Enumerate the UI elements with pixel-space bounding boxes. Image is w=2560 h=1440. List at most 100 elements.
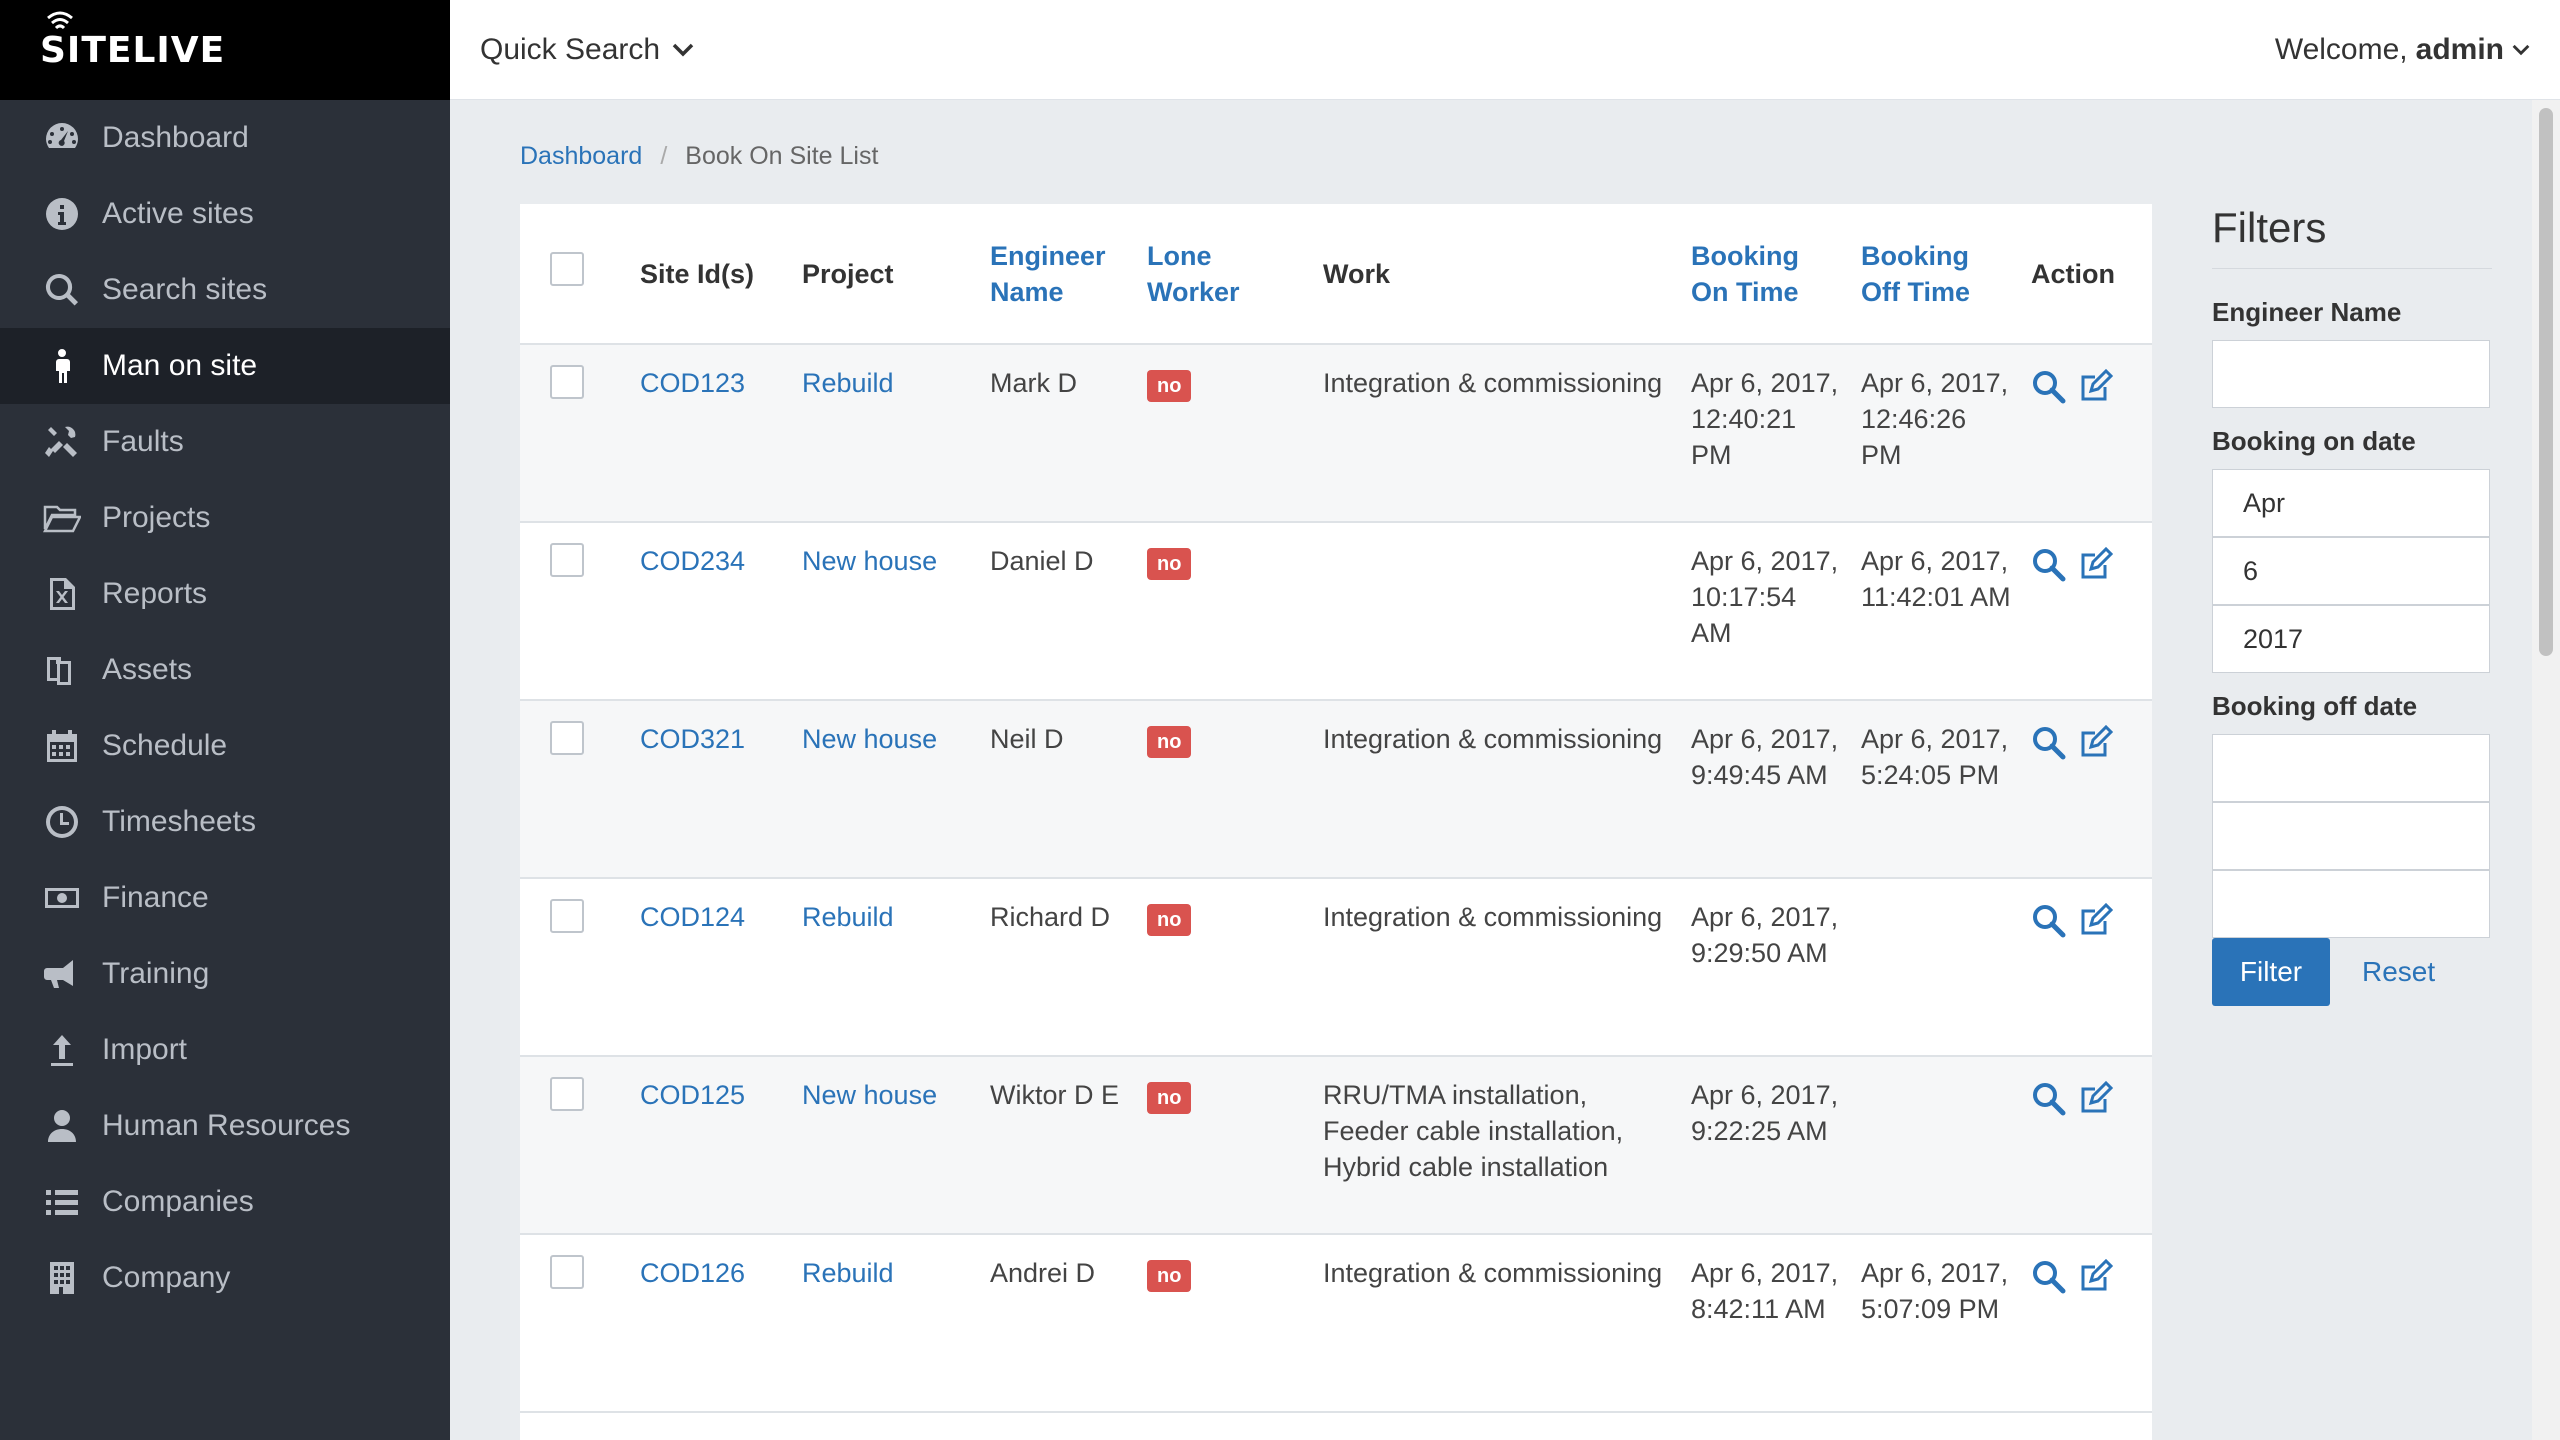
booking-on-year-input[interactable] bbox=[2212, 605, 2490, 673]
row-checkbox[interactable] bbox=[550, 899, 584, 933]
sidebar-item-training[interactable]: Training bbox=[0, 936, 450, 1012]
select-all-checkbox[interactable] bbox=[550, 252, 584, 286]
sidebar-item-search-sites[interactable]: Search sites bbox=[0, 252, 450, 328]
booking-on-date-label: Booking on date bbox=[2212, 426, 2416, 456]
view-search-icon[interactable] bbox=[2031, 903, 2067, 939]
view-search-icon[interactable] bbox=[2031, 1259, 2067, 1295]
lone-worker-badge: no bbox=[1147, 548, 1192, 580]
project-link[interactable]: New house bbox=[802, 1080, 938, 1110]
user-menu[interactable]: Welcome, admin bbox=[2275, 33, 2530, 67]
sidebar-item-man-on-site[interactable]: Man on site bbox=[0, 328, 450, 404]
app-logo[interactable]: SITELIVE bbox=[0, 0, 450, 100]
project-link[interactable]: Rebuild bbox=[802, 1258, 894, 1288]
view-search-icon[interactable] bbox=[2031, 547, 2067, 583]
edit-icon[interactable] bbox=[2077, 1259, 2113, 1295]
booking-on-day-input[interactable] bbox=[2212, 537, 2490, 605]
breadcrumb-current: Book On Site List bbox=[685, 142, 879, 170]
sidebar-item-finance[interactable]: Finance bbox=[0, 860, 450, 936]
booking-on-time-cell: Apr 6, 2017, 9:49:45 AM bbox=[1681, 700, 1851, 879]
user-name: admin bbox=[2415, 32, 2504, 66]
site-id-link[interactable]: COD126 bbox=[640, 1258, 746, 1288]
sidebar-item-human-resources[interactable]: Human Resources bbox=[0, 1088, 450, 1164]
work-cell: RRU/TMA installation, Feeder cable insta… bbox=[1313, 1056, 1681, 1235]
table-header-row: Site Id(s) Project Engineer Name Lone Wo… bbox=[520, 204, 2152, 345]
view-search-icon[interactable] bbox=[2031, 1081, 2067, 1117]
col-lone-worker[interactable]: Lone Worker bbox=[1137, 204, 1313, 345]
engineer-name-cell: Daniel D bbox=[980, 522, 1137, 701]
filter-button[interactable]: Filter bbox=[2212, 938, 2330, 1006]
page-scrollbar-thumb[interactable] bbox=[2539, 108, 2553, 656]
sidebar-item-company[interactable]: Company bbox=[0, 1240, 450, 1316]
sidebar-item-label: Reports bbox=[102, 577, 208, 610]
reset-link[interactable]: Reset bbox=[2362, 956, 2436, 987]
sidebar-item-active-sites[interactable]: Active sites bbox=[0, 176, 450, 252]
info-icon bbox=[42, 194, 82, 234]
booking-off-time-cell: Apr 6, 2017, 11:42:01 AM bbox=[1851, 522, 2021, 701]
edit-icon[interactable] bbox=[2077, 1081, 2113, 1117]
book-on-site-table: Site Id(s) Project Engineer Name Lone Wo… bbox=[520, 204, 2152, 1413]
booking-on-month-input[interactable] bbox=[2212, 469, 2490, 537]
book-on-site-table-card: Site Id(s) Project Engineer Name Lone Wo… bbox=[520, 204, 2152, 1440]
site-id-link[interactable]: COD125 bbox=[640, 1080, 746, 1110]
work-cell: Integration & commissioning bbox=[1313, 878, 1681, 1057]
edit-icon[interactable] bbox=[2077, 903, 2113, 939]
user-icon bbox=[42, 1106, 82, 1146]
col-engineer-name[interactable]: Engineer Name bbox=[980, 204, 1137, 345]
sidebar-item-dashboard[interactable]: Dashboard bbox=[0, 100, 450, 176]
sidebar-item-label: Schedule bbox=[102, 729, 228, 762]
sidebar-item-reports[interactable]: Reports bbox=[0, 556, 450, 632]
booking-off-date-label: Booking off date bbox=[2212, 691, 2418, 721]
engineer-name-cell: Neil D bbox=[980, 700, 1137, 879]
project-link[interactable]: Rebuild bbox=[802, 902, 894, 932]
booking-off-time-cell bbox=[1851, 878, 2021, 1057]
sidebar-item-label: Training bbox=[102, 957, 210, 990]
view-search-icon[interactable] bbox=[2031, 725, 2067, 761]
row-checkbox[interactable] bbox=[550, 365, 584, 399]
edit-icon[interactable] bbox=[2077, 547, 2113, 583]
lone-worker-badge: no bbox=[1147, 1260, 1192, 1292]
sidebar-item-label: Finance bbox=[102, 881, 209, 914]
row-checkbox[interactable] bbox=[550, 543, 584, 577]
chevron-down-icon bbox=[672, 43, 694, 56]
booking-off-month-input[interactable] bbox=[2212, 734, 2490, 802]
booking-off-year-input[interactable] bbox=[2212, 870, 2490, 938]
project-link[interactable]: New house bbox=[802, 546, 938, 576]
col-booking-off-time[interactable]: Booking Off Time bbox=[1851, 204, 2021, 345]
engineer-name-cell: Mark D bbox=[980, 344, 1137, 523]
edit-icon[interactable] bbox=[2077, 725, 2113, 761]
sidebar-item-assets[interactable]: Assets bbox=[0, 632, 450, 708]
breadcrumb-dashboard-link[interactable]: Dashboard bbox=[520, 142, 643, 170]
site-id-link[interactable]: COD124 bbox=[640, 902, 746, 932]
engineer-name-cell: Wiktor D E bbox=[980, 1056, 1137, 1235]
booking-on-time-cell: Apr 6, 2017, 12:40:21 PM bbox=[1681, 344, 1851, 523]
col-booking-on-time[interactable]: Booking On Time bbox=[1681, 204, 1851, 345]
work-cell: Integration & commissioning bbox=[1313, 344, 1681, 523]
row-checkbox[interactable] bbox=[550, 1255, 584, 1289]
row-checkbox[interactable] bbox=[550, 1077, 584, 1111]
work-cell: Integration & commissioning bbox=[1313, 700, 1681, 879]
engineer-name-input[interactable] bbox=[2212, 340, 2490, 408]
sidebar-item-faults[interactable]: Faults bbox=[0, 404, 450, 480]
booking-off-time-cell: Apr 6, 2017, 5:07:09 PM bbox=[1851, 1234, 2021, 1413]
site-id-link[interactable]: COD321 bbox=[640, 724, 746, 754]
table-row: COD124 Rebuild Richard D no Integration & co… bbox=[520, 878, 2152, 1057]
project-link[interactable]: Rebuild bbox=[802, 368, 894, 398]
page-scrollbar[interactable] bbox=[2532, 100, 2560, 1440]
booking-off-time-cell: Apr 6, 2017, 12:46:26 PM bbox=[1851, 344, 2021, 523]
sidebar-item-schedule[interactable]: Schedule bbox=[0, 708, 450, 784]
col-action: Action bbox=[2021, 204, 2152, 345]
row-checkbox[interactable] bbox=[550, 721, 584, 755]
view-search-icon[interactable] bbox=[2031, 369, 2067, 405]
edit-icon[interactable] bbox=[2077, 369, 2113, 405]
sidebar-item-timesheets[interactable]: Timesheets bbox=[0, 784, 450, 860]
bullhorn-icon bbox=[42, 954, 82, 994]
project-link[interactable]: New house bbox=[802, 724, 938, 754]
sidebar-item-import[interactable]: Import bbox=[0, 1012, 450, 1088]
work-cell bbox=[1313, 522, 1681, 701]
site-id-link[interactable]: COD234 bbox=[640, 546, 746, 576]
sidebar-item-projects[interactable]: Projects bbox=[0, 480, 450, 556]
sidebar-item-companies[interactable]: Companies bbox=[0, 1164, 450, 1240]
booking-off-day-input[interactable] bbox=[2212, 802, 2490, 870]
quick-search-dropdown[interactable]: Quick Search bbox=[480, 33, 694, 67]
site-id-link[interactable]: COD123 bbox=[640, 368, 746, 398]
